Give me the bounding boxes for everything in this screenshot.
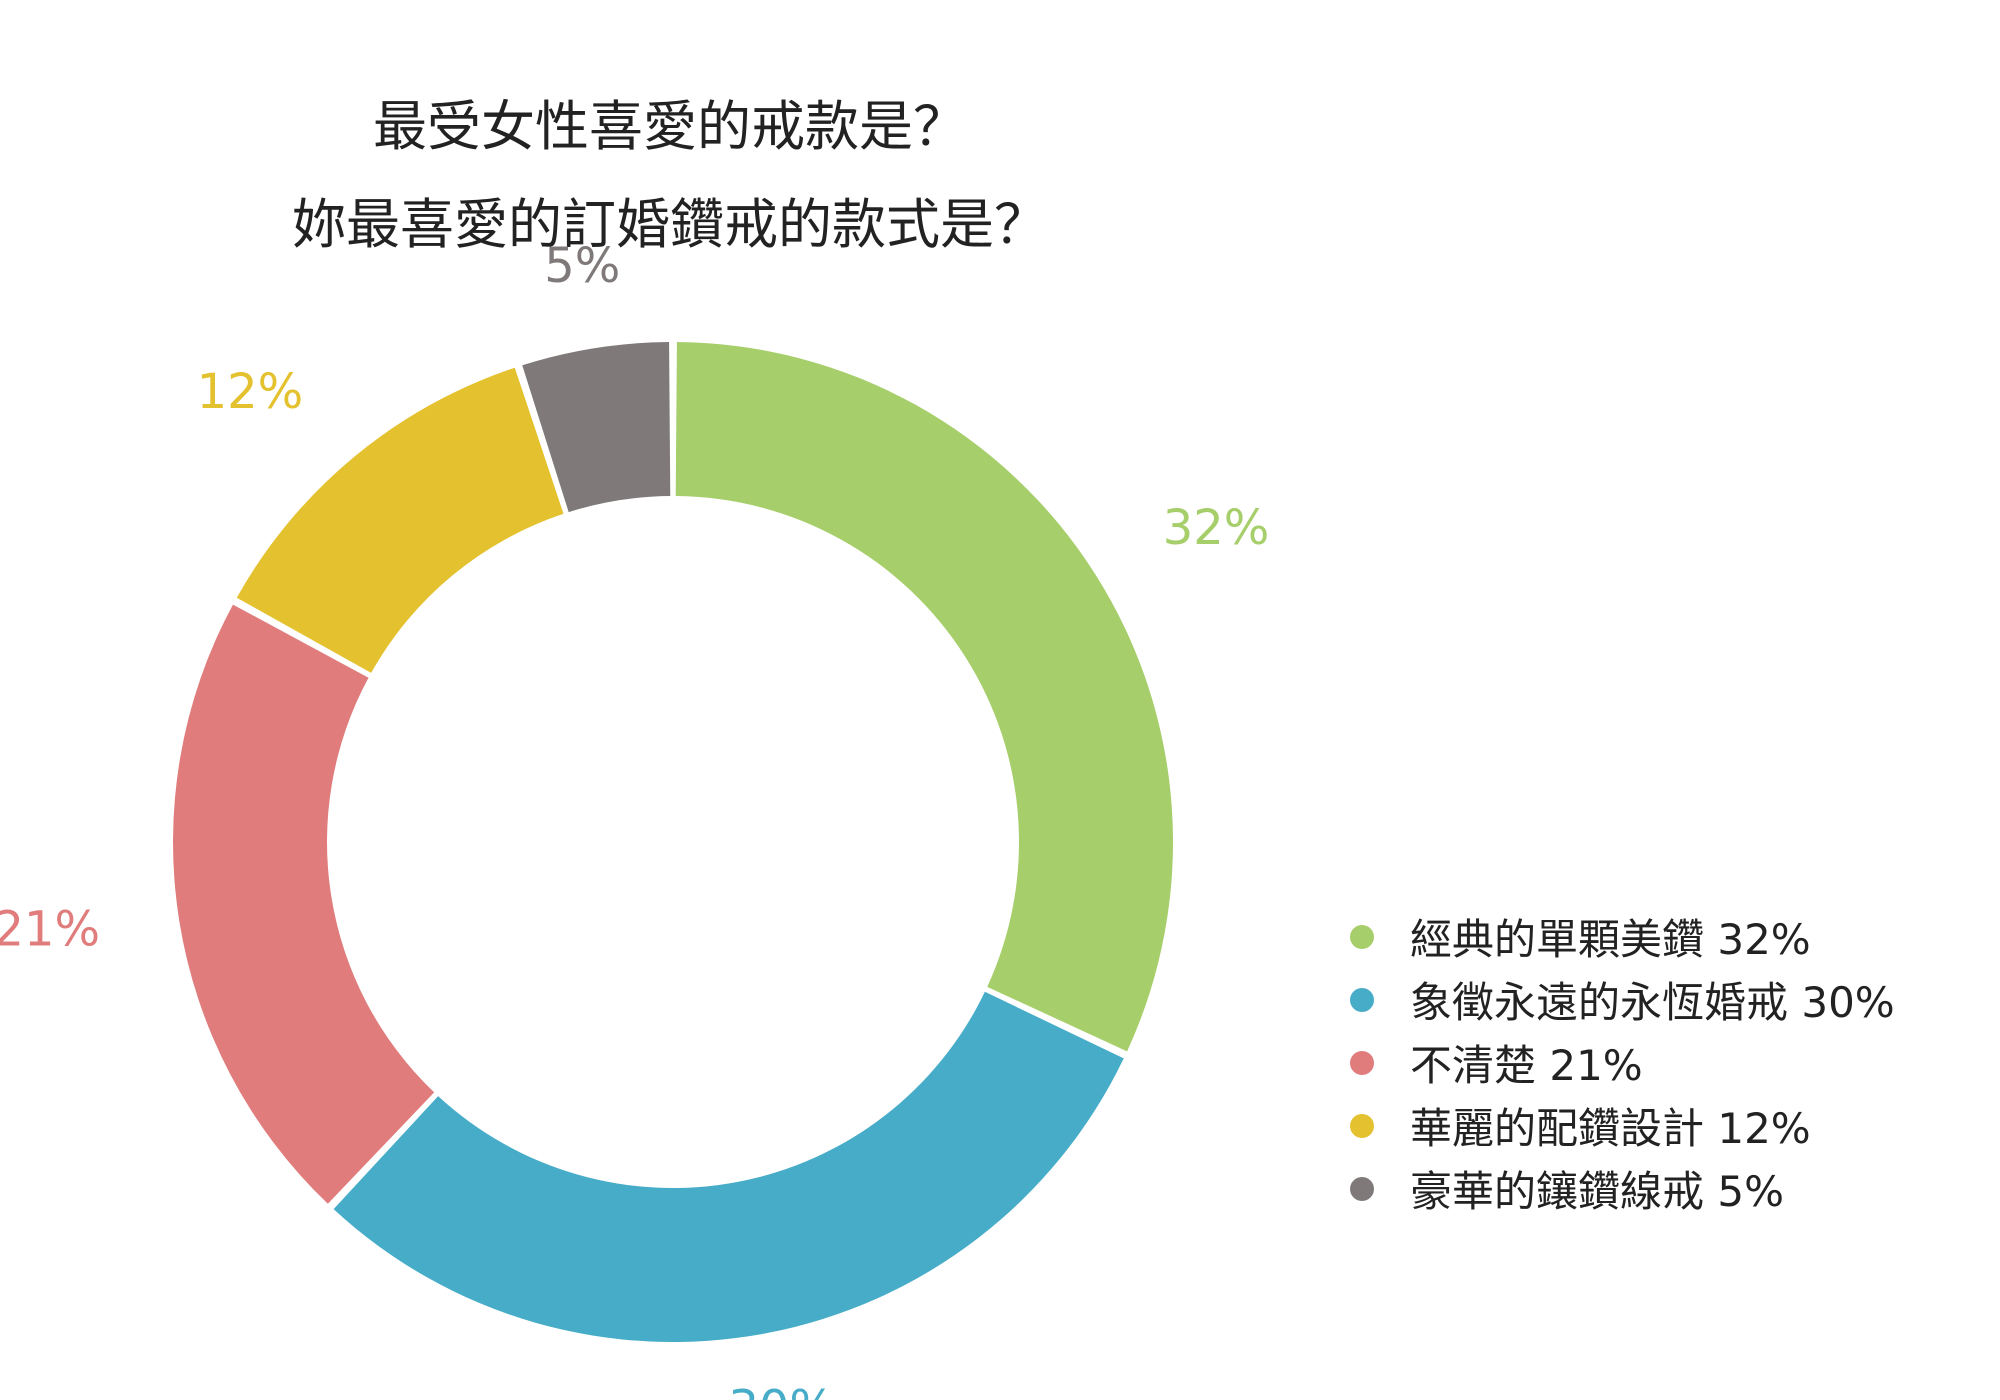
legend-label-4: 豪華的鑲鑽線戒 5%: [1410, 1167, 1784, 1216]
slice-value-label-0: 32%: [1163, 500, 1270, 556]
donut-slice-3: [236, 367, 564, 673]
donut-slice-0: [675, 342, 1173, 1052]
chart-title-line-1: 最受女性喜愛的戒款是？: [373, 95, 967, 158]
legend-swatch-2: [1350, 1050, 1374, 1075]
legend-label-3: 華麗的配鑽設計 12%: [1410, 1104, 1811, 1153]
donut-slice-4: [522, 342, 671, 513]
slice-value-labels: 32% 30% 21% 12% 5%: [0, 238, 1269, 1400]
donut-slice-1: [333, 991, 1124, 1342]
legend-label-0: 經典的單顆美鑽 32%: [1410, 915, 1811, 964]
legend-item-3: 華麗的配鑽設計 12%: [1350, 1094, 1895, 1157]
chart-title: 最受女性喜愛的戒款是？ 妳最喜愛的訂婚鑽戒的款式是？: [150, 78, 1190, 274]
slice-value-label-3: 12%: [197, 364, 304, 420]
chart-title-line-2: 妳最喜愛的訂婚鑽戒的款式是？: [292, 193, 1048, 256]
legend-label-1: 象徵永遠的永恆婚戒 30%: [1410, 978, 1895, 1027]
slice-value-label-2: 21%: [0, 902, 100, 958]
slice-value-label-1: 30%: [728, 1381, 835, 1400]
legend-swatch-3: [1350, 1113, 1374, 1138]
legend-item-4: 豪華的鑲鑽線戒 5%: [1350, 1157, 1895, 1220]
legend-swatch-1: [1350, 987, 1374, 1012]
legend-swatch-4: [1350, 1176, 1374, 1201]
slice-value-label-4: 5%: [544, 238, 620, 294]
chart-legend: 經典的單顆美鑽 32% 象徵永遠的永恆婚戒 30% 不清楚 21% 華麗的配鑽設…: [1350, 905, 1895, 1220]
legend-swatch-0: [1350, 924, 1374, 949]
legend-item-1: 象徵永遠的永恆婚戒 30%: [1350, 968, 1895, 1031]
legend-label-2: 不清楚 21%: [1410, 1041, 1643, 1090]
donut-slices: [173, 342, 1173, 1342]
legend-item-0: 經典的單顆美鑽 32%: [1350, 905, 1895, 968]
donut-slice-2: [173, 604, 435, 1204]
legend-item-2: 不清楚 21%: [1350, 1031, 1895, 1094]
